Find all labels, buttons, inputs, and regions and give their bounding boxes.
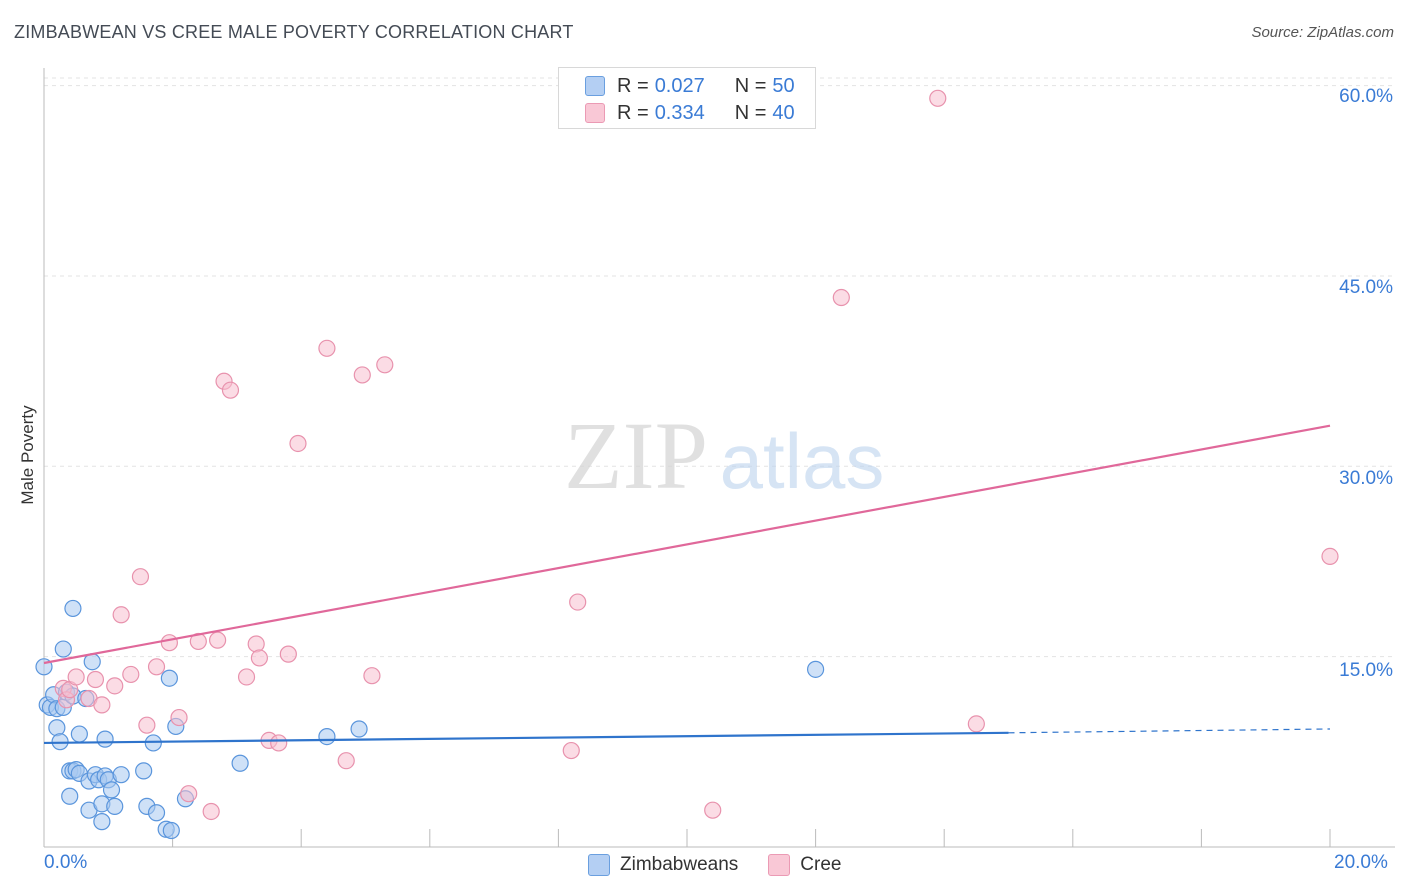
point-zimbabweans xyxy=(160,669,178,687)
legend-r-label: R = xyxy=(617,74,649,97)
point-zimbabweans xyxy=(48,719,66,737)
point-zimbabweans xyxy=(806,660,825,678)
point-cree xyxy=(1321,547,1339,566)
point-cree xyxy=(131,568,150,586)
point-cree xyxy=(832,288,850,307)
legend-row-cree: R = 0.334 N = 40 xyxy=(585,101,795,125)
series-legend: Zimbabweans Cree xyxy=(588,852,871,878)
legend-n-label: N = xyxy=(734,101,767,124)
point-zimbabweans xyxy=(147,804,166,822)
y-tick-label-60: 60.0% xyxy=(1339,86,1393,107)
legend-swatch-pink xyxy=(768,854,791,876)
legend-item-zimbabweans[interactable]: Zimbabweans xyxy=(588,854,738,876)
legend-n-value: 40 xyxy=(772,101,795,124)
point-cree xyxy=(112,606,130,624)
point-cree xyxy=(967,715,985,733)
watermark-zip: ZIP xyxy=(564,402,708,509)
point-cree xyxy=(147,658,166,676)
y-tick-label-45: 45.0% xyxy=(1339,277,1393,298)
point-zimbabweans xyxy=(318,727,336,746)
legend-row-zimbabweans: R = 0.027 N = 50 xyxy=(585,74,795,98)
point-cree xyxy=(289,434,307,453)
point-cree xyxy=(138,716,156,734)
point-zimbabweans xyxy=(96,730,114,748)
legend-n-label: N = xyxy=(734,74,767,97)
correlation-legend: R = 0.027 N = 50 R = 0.334 N = 40 xyxy=(558,67,816,129)
point-cree xyxy=(250,649,269,667)
chart-title: ZIMBABWEAN VS CREE MALE POVERTY CORRELAT… xyxy=(14,22,574,42)
point-zimbabweans xyxy=(102,781,121,799)
point-cree xyxy=(562,741,580,760)
trend-lines xyxy=(43,424,1331,745)
y-tick-label-30: 30.0% xyxy=(1339,468,1393,489)
point-cree xyxy=(106,677,124,695)
legend-r-label: R = xyxy=(617,101,649,124)
legend-label-zimbabweans: Zimbabweans xyxy=(620,854,739,875)
data-points xyxy=(35,89,1339,840)
point-cree xyxy=(202,802,220,821)
trend-line-cree xyxy=(43,424,1331,665)
point-cree xyxy=(67,668,85,686)
point-zimbabweans xyxy=(112,766,130,784)
point-zimbabweans xyxy=(54,640,72,658)
point-zimbabweans xyxy=(135,762,153,780)
point-zimbabweans xyxy=(61,787,79,805)
axes xyxy=(43,68,1395,848)
legend-swatch-blue xyxy=(585,76,605,96)
point-cree xyxy=(929,89,947,107)
legend-n-value: 50 xyxy=(772,74,795,97)
source-label: Source: ZipAtlas.com xyxy=(1251,24,1394,41)
point-cree xyxy=(160,634,178,652)
legend-r-value: 0.027 xyxy=(654,74,705,97)
point-zimbabweans xyxy=(64,599,82,618)
trend-line-zimbabweans xyxy=(43,731,1009,745)
point-cree xyxy=(363,667,381,685)
point-zimbabweans xyxy=(70,725,88,743)
point-cree xyxy=(221,381,240,399)
point-cree xyxy=(93,696,111,714)
point-cree xyxy=(376,356,394,374)
point-cree xyxy=(318,339,336,357)
point-cree xyxy=(279,645,297,663)
x-tick-label-min: 0.0% xyxy=(44,852,88,873)
legend-r-value: 0.334 xyxy=(654,101,705,124)
point-zimbabweans xyxy=(350,720,368,738)
gridlines xyxy=(44,77,1395,658)
point-cree xyxy=(337,752,355,770)
x-tick-label-max: 20.0% xyxy=(1334,852,1388,873)
legend-item-cree[interactable]: Cree xyxy=(768,854,841,876)
point-cree xyxy=(353,366,371,384)
point-cree xyxy=(122,665,140,684)
point-cree xyxy=(180,785,198,803)
y-tick-label-15: 15.0% xyxy=(1339,660,1393,681)
point-cree xyxy=(569,593,587,611)
point-zimbabweans xyxy=(162,821,180,840)
point-cree xyxy=(247,635,265,653)
point-zimbabweans xyxy=(231,754,249,772)
trend-line-zimbabweans-extension xyxy=(1008,728,1331,734)
point-cree xyxy=(704,801,722,819)
legend-label-cree: Cree xyxy=(800,854,842,875)
point-cree xyxy=(237,668,256,686)
point-zimbabweans xyxy=(106,797,124,815)
point-cree xyxy=(209,631,227,649)
point-cree xyxy=(86,670,105,689)
watermark-atlas: atlas xyxy=(720,417,885,505)
point-cree xyxy=(270,734,288,752)
point-zimbabweans xyxy=(93,813,111,831)
point-cree xyxy=(170,708,188,727)
legend-swatch-blue xyxy=(588,854,610,876)
legend-swatch-pink xyxy=(585,103,605,123)
